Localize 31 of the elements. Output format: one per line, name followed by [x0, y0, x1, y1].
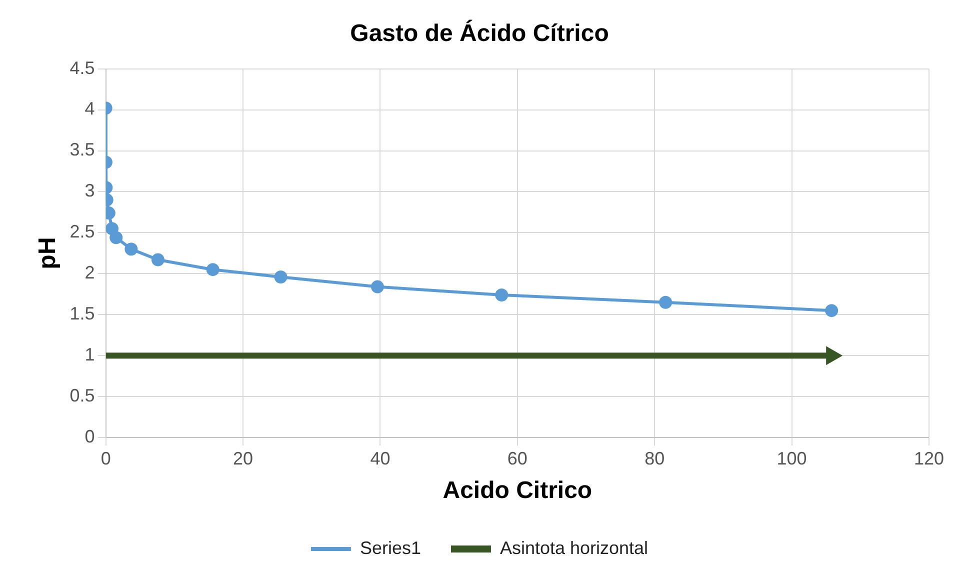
- y-tick-label: 4.5: [70, 58, 95, 78]
- y-tick-label: 4: [84, 98, 95, 119]
- point: [495, 288, 508, 302]
- x-tick-label: 60: [507, 448, 528, 468]
- point: [274, 270, 288, 284]
- point: [659, 296, 672, 309]
- x-tick-label: 0: [100, 448, 111, 468]
- point: [124, 242, 138, 256]
- y-tick-label: 2: [84, 262, 95, 283]
- y-axis-title: pH: [34, 237, 62, 270]
- x-tick-label: 40: [370, 448, 390, 468]
- chart-title: Gasto de Ácido Cítrico: [350, 19, 609, 48]
- y-tick-label: 0.5: [70, 386, 95, 406]
- legend-label: Series1: [360, 538, 421, 558]
- y-tick-label: 3.5: [70, 140, 95, 160]
- y-tick-label: 1: [84, 344, 95, 365]
- y-tick-label: 2.5: [70, 222, 95, 242]
- x-tick-label: 80: [644, 448, 665, 468]
- x-tick-label: 100: [776, 448, 807, 468]
- point: [825, 304, 838, 318]
- x-tick-label: 120: [914, 448, 944, 468]
- legend-label: Asintota horizontal: [500, 538, 648, 558]
- point: [110, 231, 123, 244]
- point: [370, 280, 384, 294]
- y-tick-label: 0: [84, 426, 95, 447]
- x-tick-label: 20: [233, 448, 254, 468]
- y-tick-label: 1.5: [70, 304, 95, 324]
- x-axis-title: Acido Citrico: [442, 477, 592, 504]
- point: [151, 253, 164, 266]
- point: [206, 263, 220, 276]
- y-tick-label: 3: [84, 180, 95, 201]
